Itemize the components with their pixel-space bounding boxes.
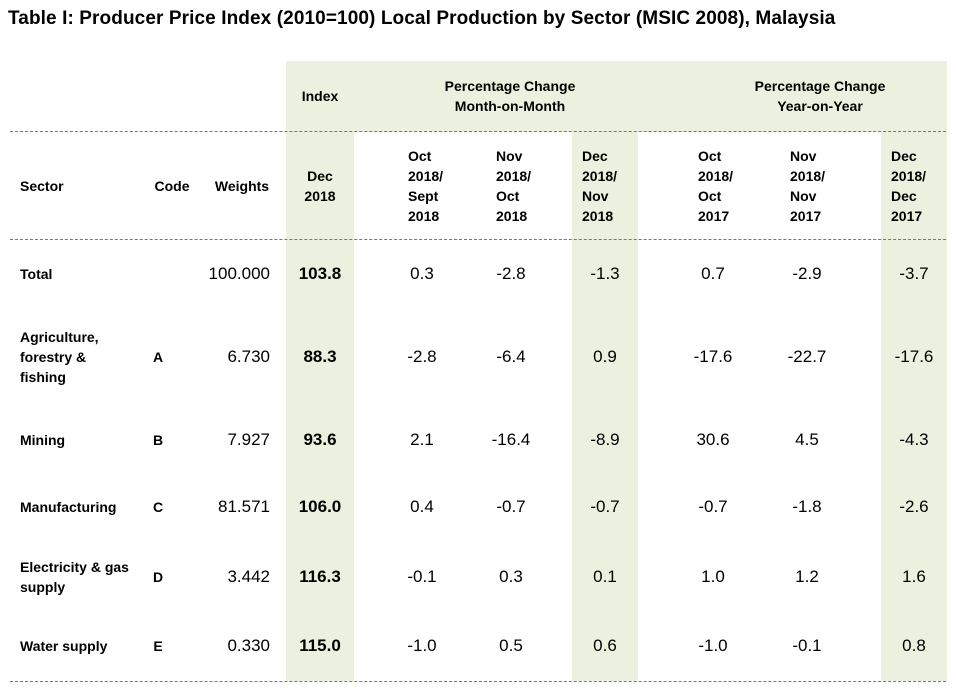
cell-yoy-dec: 0.8 xyxy=(902,636,926,655)
col-header-mom-nov-oct: Nov 2018/ Oct 2018 xyxy=(496,147,532,224)
cell-sector: Electricity & gas supply xyxy=(20,559,129,595)
cell-mom-oct-sep: -0.1 xyxy=(407,567,437,586)
cell-yoy-oct: -0.7 xyxy=(698,497,728,516)
cell-mom-oct-sep: -1.0 xyxy=(407,636,437,655)
cell-sector: Water supply xyxy=(20,638,108,654)
cell-mom-nov-oct: -2.8 xyxy=(496,264,526,283)
cell-mom-nov-oct: 0.3 xyxy=(499,567,523,586)
col-header-yoy-oct: Oct 2018/ Oct 2017 xyxy=(698,147,734,224)
rule-header-bottom xyxy=(10,239,946,240)
cell-code: C xyxy=(152,499,164,515)
col-header-yoy-dec: Dec 2018/ Dec 2017 xyxy=(891,147,927,224)
cell-sector: Manufacturing xyxy=(20,499,117,515)
cell-mom-oct-sep: -2.8 xyxy=(407,347,437,366)
cell-yoy-dec: -2.6 xyxy=(899,497,929,516)
cell-index: 116.3 xyxy=(299,567,341,586)
cell-mom-dec-nov: 0.6 xyxy=(593,636,617,655)
cell-yoy-nov: -22.7 xyxy=(787,347,827,366)
rule-top xyxy=(10,131,946,132)
group-header-yoy: Percentage Change Year-on-Year xyxy=(754,78,886,114)
col-header-yoy-nov: Nov 2018/ Nov 2017 xyxy=(790,147,826,224)
cell-yoy-dec: 1.6 xyxy=(902,567,926,586)
cell-yoy-oct: 1.0 xyxy=(701,567,725,586)
group-header-index: Index xyxy=(301,88,339,104)
col-header-weights: Weights xyxy=(214,177,270,194)
cell-yoy-oct: -1.0 xyxy=(698,636,728,655)
cell-code: B xyxy=(152,432,164,448)
cell-sector: Mining xyxy=(20,432,66,448)
cell-yoy-nov: -2.9 xyxy=(792,264,822,283)
header-band-top xyxy=(286,61,947,132)
cell-yoy-nov: -0.1 xyxy=(792,636,822,655)
mom-dec-column-band xyxy=(572,132,638,681)
rule-bottom xyxy=(10,681,946,682)
cell-yoy-oct: 0.7 xyxy=(701,264,725,283)
cell-mom-oct-sep: 0.4 xyxy=(410,497,434,516)
cell-sector: Total xyxy=(20,266,53,282)
cell-yoy-dec: -3.7 xyxy=(899,264,929,283)
cell-mom-nov-oct: 0.5 xyxy=(499,636,523,655)
cell-code: A xyxy=(152,349,164,365)
cell-mom-dec-nov: 0.9 xyxy=(593,347,617,366)
cell-index: 103.8 xyxy=(298,264,342,283)
cell-mom-dec-nov: -0.7 xyxy=(590,497,620,516)
cell-yoy-nov: 1.2 xyxy=(795,567,819,586)
cell-index: 88.3 xyxy=(303,347,337,366)
cell-yoy-nov: 4.5 xyxy=(795,430,819,449)
cell-weights: 7.927 xyxy=(227,430,270,449)
cell-mom-nov-oct: -6.4 xyxy=(496,347,526,366)
cell-code xyxy=(150,244,166,304)
col-header-code: Code xyxy=(154,177,190,194)
cell-code: E xyxy=(153,638,163,654)
cell-code: D xyxy=(152,569,164,585)
cell-yoy-oct: 30.6 xyxy=(696,430,730,449)
cell-yoy-dec: -17.6 xyxy=(894,347,934,366)
cell-index: 106.0 xyxy=(298,497,342,516)
cell-weights: 3.442 xyxy=(227,567,270,586)
cell-mom-dec-nov: -8.9 xyxy=(590,430,620,449)
yoy-dec-column-band xyxy=(881,132,947,681)
col-header-mom-oct-sep: Oct 2018/ Sept 2018 xyxy=(408,147,444,224)
cell-mom-oct-sep: 2.1 xyxy=(410,430,434,449)
cell-mom-nov-oct: -0.7 xyxy=(496,497,526,516)
group-header-mom: Percentage Change Month-on-Month xyxy=(444,78,576,114)
cell-mom-nov-oct: -16.4 xyxy=(491,430,531,449)
cell-index: 93.6 xyxy=(303,430,337,449)
cell-index: 115.0 xyxy=(299,636,341,655)
col-header-mom-dec-nov: Dec 2018/ Nov 2018 xyxy=(582,147,618,224)
cell-mom-dec-nov: -1.3 xyxy=(590,264,620,283)
cell-yoy-nov: -1.8 xyxy=(792,497,822,516)
page-title: Table I: Producer Price Index (2010=100)… xyxy=(8,8,836,29)
cell-yoy-dec: -4.3 xyxy=(899,430,929,449)
cell-weights: 100.000 xyxy=(208,264,270,283)
cell-mom-dec-nov: 0.1 xyxy=(593,567,617,586)
index-column-band xyxy=(286,132,354,681)
cell-weights: 81.571 xyxy=(218,497,270,516)
cell-mom-oct-sep: 0.3 xyxy=(410,264,434,283)
cell-yoy-oct: -17.6 xyxy=(693,347,733,366)
col-header-index-dec2018: Dec 2018 xyxy=(304,167,336,204)
cell-sector: Agriculture, forestry & fishing xyxy=(20,329,99,385)
col-header-sector: Sector xyxy=(20,177,64,194)
cell-weights: 0.330 xyxy=(227,636,270,655)
cell-weights: 6.730 xyxy=(227,347,270,366)
